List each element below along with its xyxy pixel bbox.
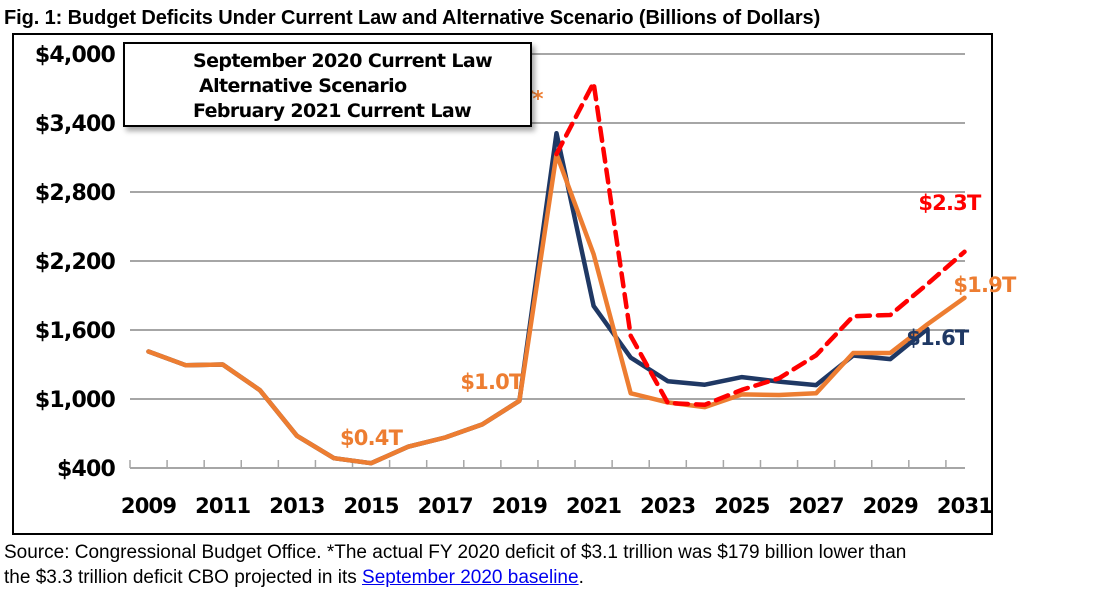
source-note: Source: Congressional Budget Office. *Th… — [4, 540, 906, 590]
series-line-september-2020-current-law — [146, 130, 930, 466]
series-line-alternative-scenario — [554, 80, 967, 408]
legend-label: September 2020 Current Law — [193, 50, 493, 72]
x-tick-label: 2029 — [863, 494, 918, 518]
source-text-end: . — [578, 567, 584, 588]
legend-item-february-2021: February 2021 Current Law — [131, 98, 472, 124]
legend-item-september-2020: September 2020 Current Law — [131, 48, 493, 74]
data-label: $1.9T — [953, 273, 1017, 297]
legend-label: February 2021 Current Law — [193, 100, 472, 122]
legend: September 2020 Current Law Alternative S… — [123, 42, 532, 127]
x-tick-label: 2011 — [195, 494, 250, 518]
x-tick-label: 2025 — [714, 494, 769, 518]
y-tick-label: $2,800 — [35, 181, 116, 206]
y-tick-label: $4,000 — [35, 43, 116, 68]
x-tick-label: 2019 — [492, 494, 547, 518]
data-label: $1.0T — [460, 370, 524, 394]
source-text-line2: the $3.3 trillion deficit CBO projected … — [4, 567, 363, 588]
x-tick-label: 2013 — [269, 494, 324, 518]
series-line-february-2021-current-law — [146, 151, 967, 466]
x-tick-label: 2027 — [788, 494, 843, 518]
x-tick-label: 2031 — [937, 494, 992, 518]
x-tick-label: 2015 — [343, 494, 398, 518]
chart-title: Fig. 1: Budget Deficits Under Current La… — [4, 7, 821, 29]
legend-label: Alternative Scenario — [193, 75, 407, 97]
x-axis-labels: 2009 2011 2013 2015 2017 2019 2021 2023 2025 2027… — [121, 494, 993, 518]
legend-item-alternative-scenario: Alternative Scenario — [131, 73, 407, 99]
x-tick-label: 2023 — [640, 494, 695, 518]
y-tick-label: $2,200 — [35, 250, 116, 275]
data-label: $1.6T — [906, 326, 970, 350]
y-tick-label: $1,000 — [35, 388, 116, 413]
data-label: $2.3T — [918, 191, 982, 215]
y-tick-label: $1,600 — [35, 319, 116, 344]
x-tick-label: 2009 — [121, 494, 176, 518]
x-tick-label: 2017 — [418, 494, 473, 518]
source-text-line1: Source: Congressional Budget Office. *Th… — [4, 542, 907, 563]
x-axis — [129, 460, 965, 469]
september-2020-baseline-link[interactable]: September 2020 baseline — [362, 567, 579, 588]
x-tick-label: 2021 — [566, 494, 621, 518]
y-tick-label: $3,400 — [35, 112, 116, 137]
y-tick-label: $400 — [57, 457, 116, 482]
series-lines — [146, 80, 967, 466]
data-annotations: $0.4T$1.0T$3.1T*$2.3T$1.9T$1.6T — [340, 87, 1018, 450]
data-label: $0.4T — [340, 426, 404, 450]
y-axis-labels: $400 $1,000 $1,600 $2,200 $2,800 $3,400 $4,000 — [35, 43, 116, 482]
